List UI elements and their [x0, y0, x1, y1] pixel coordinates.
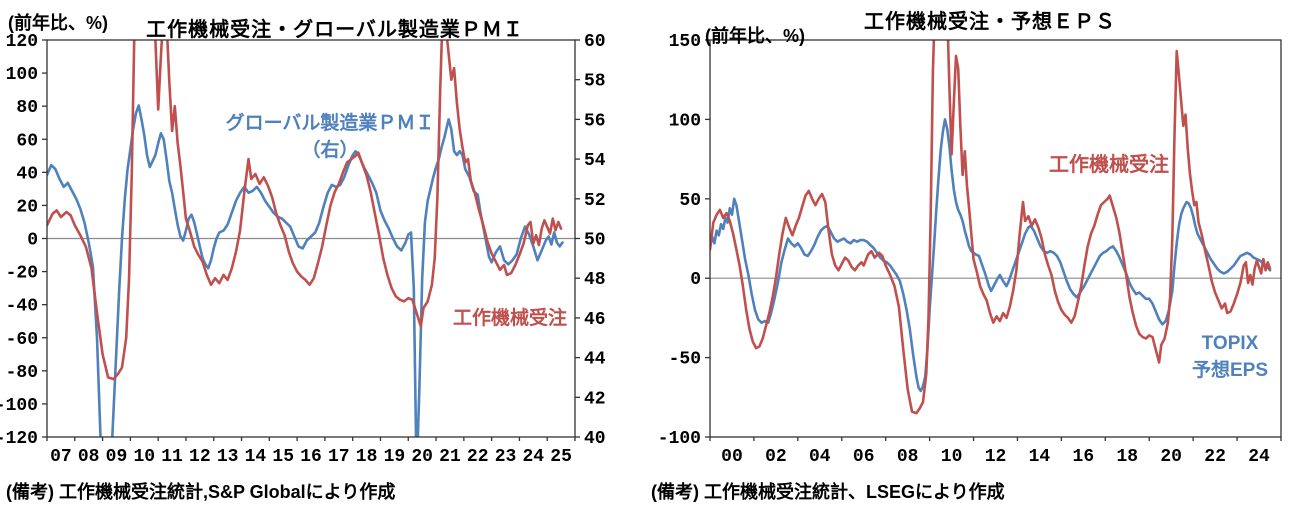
y-left-tick-label: 0	[27, 231, 38, 251]
x-axis-tick-label: 09	[106, 447, 128, 467]
y-right-tick-label: 46	[584, 310, 606, 330]
right-machine-tool-series-label: 工作機械受注	[1049, 154, 1169, 176]
y-left-tick-label: 100	[669, 111, 701, 131]
left-chart-title: 工作機械受注・グローバル製造業ＰＭＩ	[146, 19, 524, 41]
right-chart-unit-label: (前年比、%)	[705, 26, 805, 46]
pmi-series-label-line1: グローバル製造業ＰＭＩ	[225, 113, 435, 134]
y-right-tick-label: 52	[584, 191, 606, 211]
y-left-tick-label: -100	[658, 429, 701, 449]
series-line-red	[710, 40, 1272, 415]
y-left-tick-label: 80	[16, 98, 38, 118]
right-chart-footnote: (備考) 工作機械受注統計、LSEGにより作成	[651, 482, 1005, 502]
x-axis-tick-label: 15	[272, 447, 294, 467]
y-right-tick-label: 60	[584, 32, 606, 52]
x-axis-tick-label: 20	[1160, 447, 1182, 467]
x-axis-tick-label: 24	[523, 447, 545, 467]
x-axis-tick-label: 25	[550, 447, 572, 467]
x-axis-tick-label: 20	[411, 447, 433, 467]
series-line-blue	[710, 118, 1272, 393]
y-right-tick-label: 56	[584, 111, 606, 131]
x-axis-tick-label: 23	[495, 447, 517, 467]
x-axis-tick-label: 21	[439, 447, 461, 467]
x-axis-tick-label: 08	[897, 447, 919, 467]
x-axis-tick-label: 00	[721, 447, 743, 467]
y-left-tick-label: 50	[679, 191, 701, 211]
x-axis-tick-label: 12	[985, 447, 1007, 467]
topix-eps-series-label: TOPIX 予想EPS	[1170, 330, 1289, 384]
pmi-series-label: グローバル製造業ＰＭＩ （右）	[205, 110, 455, 164]
x-axis-tick-label: 16	[300, 447, 322, 467]
x-axis-tick-label: 18	[356, 447, 378, 467]
series-line-red	[47, 40, 563, 381]
left-machine-tool-series-label: 工作機械受注	[452, 308, 567, 329]
x-axis-tick-label: 16	[1073, 447, 1095, 467]
y-right-tick-label: 50	[584, 231, 606, 251]
x-axis-tick-label: 14	[1029, 447, 1051, 467]
y-left-tick-label: -80	[6, 363, 38, 383]
x-axis-tick-label: 12	[189, 447, 211, 467]
x-axis-tick-label: 18	[1116, 447, 1138, 467]
y-left-tick-label: 40	[16, 164, 38, 184]
x-axis-tick-label: 22	[1204, 447, 1226, 467]
topix-eps-series-label-line2: 予想EPS	[1191, 360, 1269, 381]
y-right-tick-label: 40	[584, 429, 606, 449]
left-chart-unit-label: (前年比、%)	[8, 13, 108, 33]
x-axis-tick-label: 10	[941, 447, 963, 467]
x-axis-tick-label: 08	[78, 447, 100, 467]
x-axis-tick-label: 13	[217, 447, 239, 467]
y-left-tick-label: 60	[16, 131, 38, 151]
y-left-tick-label: -50	[669, 350, 701, 370]
y-left-tick-label: -20	[6, 264, 38, 284]
plot-frame	[709, 39, 1282, 438]
left-chart-footnote: (備考) 工作機械受注統計,S&P Globalにより作成	[6, 482, 396, 502]
y-left-tick-label: -100	[0, 396, 38, 416]
x-axis-tick-label: 17	[328, 447, 350, 467]
y-right-tick-label: 54	[584, 151, 606, 171]
y-right-tick-label: 42	[584, 389, 606, 409]
x-axis-tick-label: 11	[161, 447, 183, 467]
x-axis-tick-label: 10	[133, 447, 155, 467]
y-left-tick-label: 150	[669, 32, 701, 52]
x-axis-tick-label: 04	[809, 447, 831, 467]
y-left-tick-label: 20	[16, 197, 38, 217]
x-axis-tick-label: 06	[853, 447, 875, 467]
y-left-tick-label: 0	[690, 270, 701, 290]
topix-eps-series-label-line1: TOPIX	[1201, 333, 1259, 354]
x-axis-tick-label: 19	[384, 447, 406, 467]
pmi-series-label-line2: （右）	[301, 140, 359, 161]
x-axis-tick-label: 07	[50, 447, 72, 467]
y-left-tick-label: -60	[6, 330, 38, 350]
y-right-tick-label: 58	[584, 72, 606, 92]
x-axis-tick-label: 22	[467, 447, 489, 467]
x-axis-tick-label: 14	[245, 447, 267, 467]
y-left-tick-label: -120	[0, 429, 38, 449]
y-left-tick-label: 120	[6, 32, 38, 52]
y-left-tick-label: 100	[6, 65, 38, 85]
right-chart-title: 工作機械受注・予想ＥＰＳ	[864, 11, 1116, 33]
y-right-tick-label: 44	[584, 350, 606, 370]
x-axis-tick-label: 24	[1248, 447, 1270, 467]
x-axis-tick-label: 02	[765, 447, 787, 467]
y-right-tick-label: 48	[584, 270, 606, 290]
y-left-tick-label: -40	[6, 297, 38, 317]
